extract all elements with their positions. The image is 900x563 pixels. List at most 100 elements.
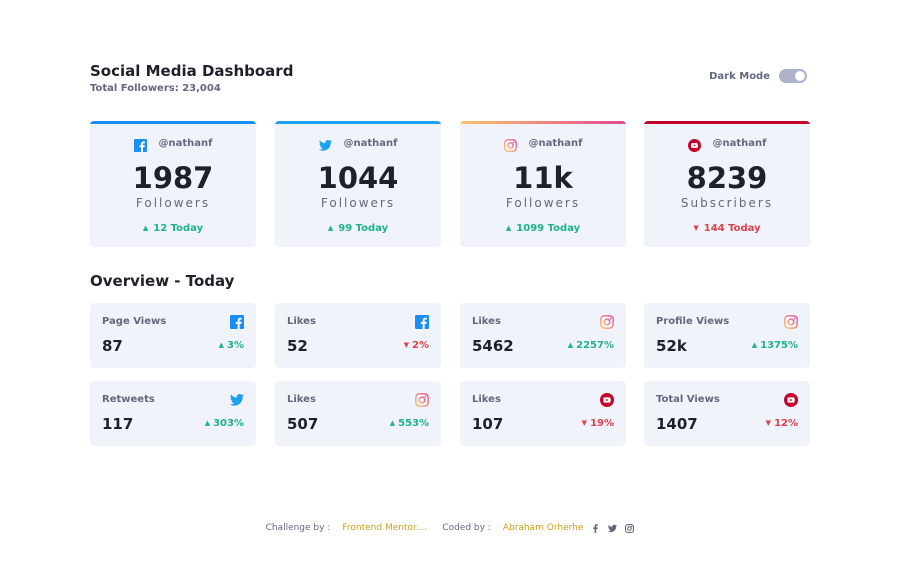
tile-percent: ▲ 553%: [390, 418, 429, 429]
instagram-icon: [503, 137, 517, 152]
card-accent-bar: [275, 121, 441, 124]
arrow-down-icon: ▼: [693, 224, 699, 232]
tile-percent-text: 3%: [227, 340, 244, 351]
tile-percent: ▼ 12%: [766, 418, 798, 429]
card-instagram[interactable]: @nathanf 11k Followers ▲ 1099 Today: [460, 121, 626, 247]
instagram-icon: [600, 314, 614, 329]
arrow-up-icon: ▲: [218, 341, 225, 349]
arrow-down-icon: ▼: [581, 419, 588, 427]
tile-label: Likes: [287, 394, 316, 405]
tile-percent: ▲ 303%: [205, 418, 244, 429]
overview-tile[interactable]: Page Views 87 ▲ 3%: [90, 303, 256, 368]
tile-percent-text: 12%: [774, 418, 798, 429]
card-accent-bar: [90, 121, 256, 124]
overview-tile[interactable]: Profile Views 52k ▲ 1375%: [644, 303, 810, 368]
card-count: 11k: [513, 161, 573, 195]
card-today: ▲ 99 Today: [275, 223, 441, 234]
dark-mode-label: Dark Mode: [709, 70, 770, 82]
arrow-up-icon: ▲: [567, 341, 574, 349]
author-link[interactable]: Abraham Orherhe: [502, 523, 584, 533]
tile-label: Likes: [472, 394, 501, 405]
dark-mode-toggle[interactable]: [779, 69, 807, 83]
card-handle-row: @nathanf: [460, 137, 626, 152]
tile-label: Retweets: [102, 394, 155, 405]
tile-percent: ▼ 2%: [404, 340, 429, 351]
youtube-icon: [784, 392, 798, 407]
arrow-up-icon: ▲: [505, 224, 512, 232]
card-today-text: 144 Today: [703, 223, 761, 234]
card-handle: @nathanf: [158, 138, 213, 149]
overview-title: Overview - Today: [90, 272, 235, 290]
tile-percent: ▲ 3%: [219, 340, 244, 351]
tile-percent-text: 2257%: [576, 340, 614, 351]
card-handle: @nathanf: [528, 138, 583, 149]
card-youtube[interactable]: @nathanf 8239 Subscribers ▼ 144 Today: [644, 121, 810, 247]
arrow-up-icon: ▲: [142, 224, 149, 232]
card-handle: @nathanf: [343, 138, 398, 149]
card-accent-bar: [644, 121, 810, 124]
card-handle-row: @nathanf: [644, 137, 810, 152]
card-twitter[interactable]: @nathanf 1044 Followers ▲ 99 Today: [275, 121, 441, 247]
card-handle-row: @nathanf: [275, 137, 441, 151]
instagram-icon: [784, 314, 798, 329]
tile-value: 1407: [656, 415, 698, 433]
youtube-icon: [600, 392, 614, 407]
tile-value: 87: [102, 337, 123, 355]
overview-tile[interactable]: Likes 52 ▼ 2%: [275, 303, 441, 368]
arrow-up-icon: ▲: [751, 341, 758, 349]
dark-mode-control: Dark Mode: [709, 69, 807, 83]
tile-value: 117: [102, 415, 134, 433]
tile-percent-text: 303%: [213, 418, 244, 429]
card-today-text: 99 Today: [338, 223, 389, 234]
arrow-up-icon: ▲: [204, 419, 211, 427]
card-count: 8239: [686, 161, 768, 195]
tile-value: 52k: [656, 337, 687, 355]
tile-percent-text: 2%: [412, 340, 429, 351]
toggle-knob: [795, 71, 805, 81]
tile-label: Likes: [287, 316, 316, 327]
tile-percent-text: 1375%: [760, 340, 798, 351]
overview-tile[interactable]: Total Views 1407 ▼ 12%: [644, 381, 810, 446]
header: Social Media Dashboard Total Followers: …: [90, 62, 810, 102]
facebook-icon: [133, 137, 147, 152]
tile-label: Page Views: [102, 316, 167, 327]
tile-value: 107: [472, 415, 504, 433]
instagram-icon: [415, 392, 429, 407]
card-today: ▼ 144 Today: [644, 223, 810, 234]
challenge-label: Challenge by :: [265, 523, 331, 533]
card-today-text: 1099 Today: [516, 223, 581, 234]
facebook-icon: [415, 314, 429, 329]
arrow-down-icon: ▼: [765, 419, 772, 427]
overview-tile[interactable]: Likes 107 ▼ 19%: [460, 381, 626, 446]
tile-percent: ▲ 2257%: [568, 340, 614, 351]
tile-label: Profile Views: [656, 316, 730, 327]
card-handle: @nathanf: [712, 138, 767, 149]
twitter-icon[interactable]: [608, 524, 618, 533]
card-facebook[interactable]: @nathanf 1987 Followers ▲ 12 Today: [90, 121, 256, 247]
card-unit: Followers: [505, 196, 581, 210]
card-unit: Followers: [320, 196, 396, 210]
tile-percent: ▼ 19%: [582, 418, 614, 429]
challenge-link[interactable]: Frontend Mentor....: [342, 523, 428, 533]
card-count: 1987: [132, 161, 214, 195]
arrow-up-icon: ▲: [389, 419, 396, 427]
tile-percent-text: 19%: [590, 418, 614, 429]
follower-cards: @nathanf 1987 Followers ▲ 12 Today @natha…: [90, 121, 810, 247]
twitter-icon: [230, 392, 244, 406]
instagram-icon[interactable]: [625, 523, 635, 533]
footer: Challenge by : Frontend Mentor.... Coded…: [0, 520, 900, 536]
tile-percent-text: 553%: [398, 418, 429, 429]
overview-tile[interactable]: Likes 507 ▲ 553%: [275, 381, 441, 446]
facebook-icon: [230, 314, 244, 329]
overview-tile[interactable]: Likes 5462 ▲ 2257%: [460, 303, 626, 368]
card-today-text: 12 Today: [153, 223, 204, 234]
card-handle-row: @nathanf: [90, 137, 256, 152]
overview-tile[interactable]: Retweets 117 ▲ 303%: [90, 381, 256, 446]
twitter-icon: [318, 137, 332, 151]
facebook-icon[interactable]: [591, 523, 600, 533]
tile-value: 507: [287, 415, 319, 433]
card-count: 1044: [317, 161, 399, 195]
tile-percent: ▲ 1375%: [752, 340, 798, 351]
coded-by-label: Coded by :: [442, 523, 491, 533]
card-unit: Followers: [135, 196, 211, 210]
